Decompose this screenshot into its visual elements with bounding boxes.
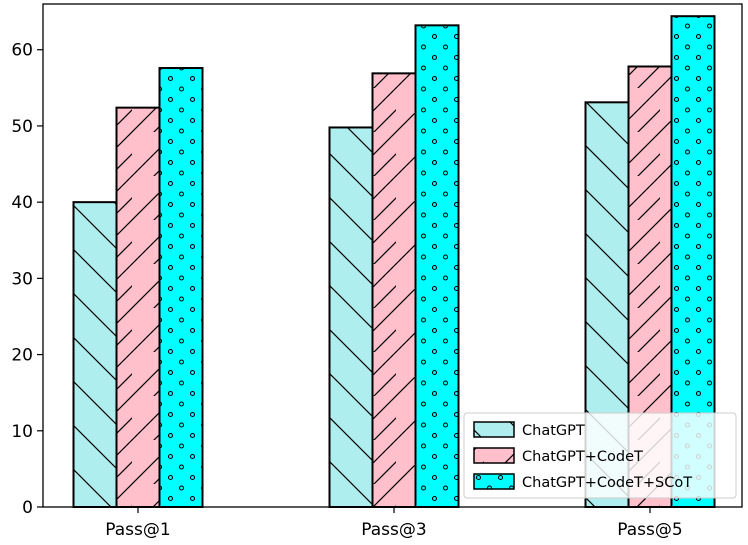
legend-item-chatgpt-codet-scot: ChatGPT+CodeT+SCoT (473, 473, 692, 491)
plot-area (72, 15, 716, 509)
bar-chatgpt-codet-scot-pass-1 (158, 67, 204, 508)
bar-chatgpt-pass-1-hatch (72, 201, 118, 508)
bar-chatgpt-codet-scot-pass-3 (414, 24, 460, 509)
legend-box (463, 412, 737, 499)
legend-item-chatgpt-codet: ChatGPT+CodeT (473, 447, 643, 465)
legend: ChatGPT ChatGPT+CodeT ChatGPT+CodeT+SCoT (463, 412, 737, 499)
x-tick-label: Pass@1 (105, 520, 170, 540)
y-tick-label: 60 (11, 41, 33, 61)
bar-chatgpt-pass-3 (328, 126, 374, 509)
axes: 0 10 20 30 40 50 60 Pass@1 Pass@3 Pass@5 (11, 3, 743, 540)
legend-label: ChatGPT (522, 423, 585, 439)
bar-chatgpt-codet-pass-1 (115, 106, 161, 508)
y-tick-label: 20 (11, 346, 33, 366)
axes-frame (42, 3, 743, 508)
y-tick-label: 40 (11, 193, 33, 213)
legend-swatch (473, 421, 515, 438)
y-tick-label: 0 (22, 498, 33, 518)
bar-chatgpt-codet-scot-pass-1-hatch (158, 67, 204, 508)
legend-label: ChatGPT+CodeT+SCoT (522, 475, 692, 491)
bar-chatgpt-codet-pass-1-hatch (115, 106, 161, 508)
y-tick-label: 10 (11, 422, 33, 442)
legend-swatch (473, 473, 515, 490)
bar-chatgpt-pass-3-hatch (328, 126, 374, 509)
x-tick-label: Pass@3 (361, 520, 426, 540)
bar-chatgpt-pass-1 (72, 201, 118, 508)
bar-chatgpt-codet-pass-3 (371, 72, 417, 508)
x-tick-label: Pass@5 (617, 520, 682, 540)
legend-label: ChatGPT+CodeT (522, 449, 643, 465)
y-tick-label: 30 (11, 269, 33, 289)
bar-chatgpt-codet-scot-pass-3-hatch (414, 24, 460, 509)
bar-chatgpt-codet-pass-3-hatch (371, 72, 417, 508)
legend-swatch (473, 447, 515, 464)
legend-item-chatgpt: ChatGPT (473, 421, 585, 439)
y-tick-label: 50 (11, 117, 33, 137)
